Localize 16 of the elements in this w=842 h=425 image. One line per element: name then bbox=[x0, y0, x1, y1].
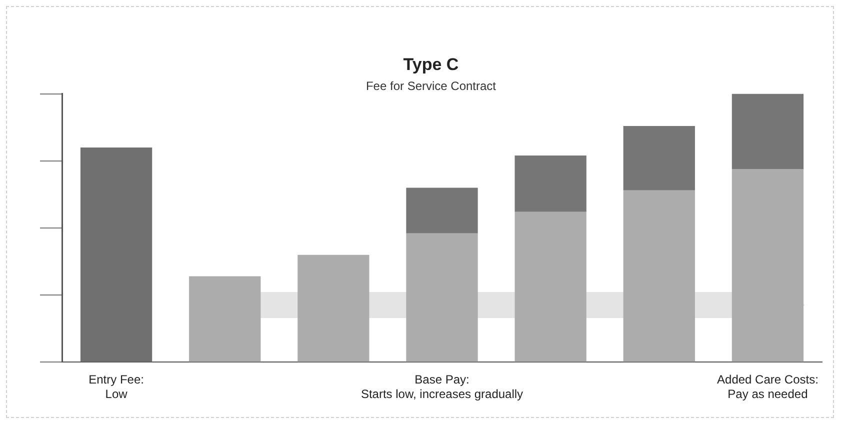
bar bbox=[514, 156, 586, 212]
bar bbox=[514, 212, 586, 362]
bar bbox=[406, 233, 478, 362]
bar bbox=[189, 276, 261, 362]
x-tick-label: Entry Fee: Low bbox=[88, 372, 144, 402]
x-tick-label: Added Care Costs: Pay as needed bbox=[717, 372, 818, 402]
bar bbox=[406, 188, 478, 234]
x-tick-label: Base Pay: Starts low, increases gradually bbox=[360, 372, 524, 402]
bar bbox=[623, 126, 695, 190]
bar bbox=[298, 254, 370, 362]
bar bbox=[80, 147, 152, 362]
bar bbox=[732, 168, 804, 362]
bar bbox=[623, 190, 695, 362]
bar bbox=[732, 94, 804, 169]
chart-subtitle: Fee for Service Contract bbox=[366, 78, 497, 93]
chart-title: Type C bbox=[403, 54, 459, 74]
